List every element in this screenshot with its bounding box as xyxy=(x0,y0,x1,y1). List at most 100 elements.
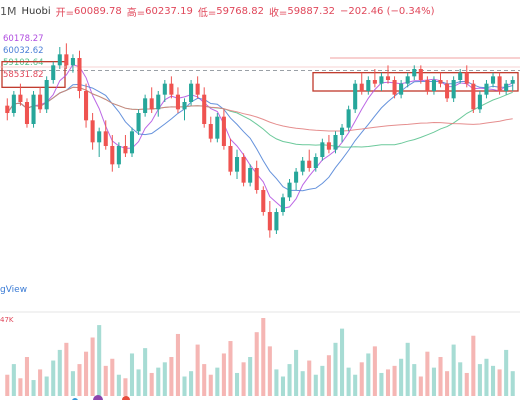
volume-bar xyxy=(418,376,423,396)
candle-body xyxy=(202,94,207,124)
high-label: 高= xyxy=(126,7,146,19)
candle-body xyxy=(234,157,240,172)
candle-body xyxy=(510,80,515,84)
volume-bar xyxy=(405,342,410,396)
volume-bar xyxy=(471,335,476,396)
close-label: 收= xyxy=(268,7,288,19)
ma-line-ma4 xyxy=(6,86,513,132)
watermark-text: gView xyxy=(0,285,28,295)
candle-body xyxy=(110,146,115,165)
low-value: 59768.82 xyxy=(216,5,264,17)
volume-bar xyxy=(129,353,135,396)
volume-bar xyxy=(359,362,364,396)
ma-tag-4: 58531.82 xyxy=(0,69,47,81)
close-value: 59887.32 xyxy=(287,5,336,17)
volume-bar xyxy=(366,353,371,396)
candle-body xyxy=(24,102,30,124)
candle-body xyxy=(497,76,502,91)
candle-body xyxy=(412,69,417,77)
candle-body xyxy=(431,80,436,91)
volume-bar xyxy=(116,374,121,396)
volume-bar xyxy=(208,374,213,396)
candle-body xyxy=(77,58,82,91)
volume-bar xyxy=(451,344,456,396)
volume-bar xyxy=(182,376,187,396)
candle-body xyxy=(300,160,305,172)
volume-bar xyxy=(385,369,391,396)
volume-bar xyxy=(90,337,95,396)
volume-bar xyxy=(504,349,509,396)
volume-label: 47K xyxy=(0,316,14,324)
candle-body xyxy=(116,146,121,165)
volume-bar xyxy=(353,374,358,396)
candle-body xyxy=(326,142,331,150)
candle-body xyxy=(399,83,404,95)
candle-body xyxy=(340,127,345,135)
candle-body xyxy=(70,58,75,66)
candle-body xyxy=(38,94,43,110)
candle-body xyxy=(418,69,423,80)
volume-bar xyxy=(162,362,167,396)
ma-line-ma1 xyxy=(6,64,513,209)
volume-bar xyxy=(248,357,253,396)
candle-body xyxy=(504,83,509,91)
candle-body xyxy=(129,131,135,154)
candle-body xyxy=(31,94,36,124)
candle-body xyxy=(44,80,49,110)
volume-bar xyxy=(464,372,469,396)
volume-bar xyxy=(110,358,115,396)
volume-bar xyxy=(175,333,180,396)
ma-tag-3: 59102.64 xyxy=(0,57,47,69)
volume-bar xyxy=(149,372,154,396)
volume-bar xyxy=(510,371,515,396)
candle-body xyxy=(261,190,266,212)
candle-body xyxy=(274,212,279,231)
volume-bar xyxy=(307,360,312,396)
volume-bar xyxy=(333,342,338,396)
candle-body xyxy=(103,131,108,146)
volume-bar xyxy=(477,364,482,396)
volume-bar xyxy=(274,369,279,396)
volume-bar xyxy=(320,365,325,396)
ma-tag-1: 60178.27 xyxy=(0,33,47,45)
volume-bar xyxy=(241,362,246,396)
volume-bar xyxy=(103,365,108,396)
candle-body xyxy=(64,54,69,66)
candle-body xyxy=(169,83,174,95)
candle-body xyxy=(215,116,220,139)
volume-bar xyxy=(51,360,56,396)
volume-bar xyxy=(136,369,141,396)
volume-bar xyxy=(57,349,62,396)
candle-body xyxy=(458,72,463,80)
volume-bar xyxy=(5,374,10,396)
candle-body xyxy=(372,80,377,84)
volume-bar xyxy=(202,364,207,396)
volume-bar xyxy=(294,349,299,396)
candle-body xyxy=(221,116,226,146)
candle-body xyxy=(208,124,213,139)
ma-line-ma2 xyxy=(6,81,513,192)
candle-body xyxy=(490,76,496,84)
candle-body xyxy=(267,212,272,231)
candle-body xyxy=(451,80,456,99)
candle-body xyxy=(136,113,141,132)
candle-body xyxy=(379,76,384,84)
interval-label[interactable]: 1M xyxy=(0,4,17,18)
candle-body xyxy=(57,54,62,66)
candle-body xyxy=(385,76,391,80)
candle-body xyxy=(464,72,469,84)
candle-body xyxy=(248,168,253,183)
candle-body xyxy=(477,94,482,110)
volume-bar xyxy=(18,378,23,396)
volume-bar xyxy=(261,318,266,396)
volume-bar xyxy=(64,342,69,396)
volume-bar xyxy=(458,362,463,396)
volume-bar xyxy=(38,369,43,396)
volume-bar xyxy=(254,332,259,396)
ticker-header: 1M Huobi 开= 60089.78 高= 60237.19 低= 5976… xyxy=(0,0,440,22)
volume-bar xyxy=(490,365,496,396)
candle-body xyxy=(182,102,187,110)
volume-bar xyxy=(412,364,417,396)
candle-body xyxy=(359,83,364,91)
